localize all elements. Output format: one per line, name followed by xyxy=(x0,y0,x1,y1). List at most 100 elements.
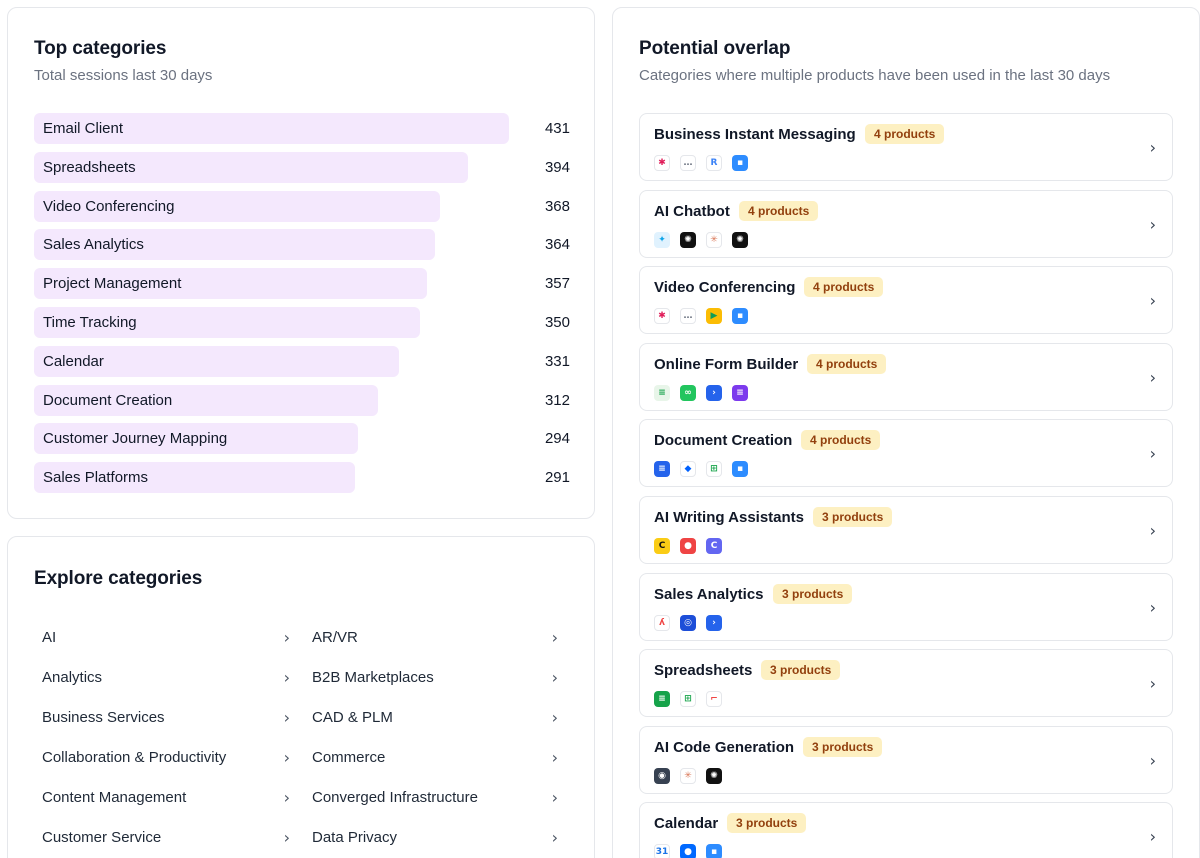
chevron-right-icon: › xyxy=(1149,138,1156,157)
chevron-right-icon: › xyxy=(551,707,558,727)
explore-category-item[interactable]: Data Privacy › xyxy=(312,825,558,849)
overlap-row[interactable]: Video Conferencing 4 products ✱ … ▶ ▪ › xyxy=(639,266,1173,335)
product-icons: 31 ● ▪ xyxy=(654,844,722,858)
overlap-category-name: Calendar xyxy=(654,815,719,833)
category-bar-row: Email Client 431 xyxy=(34,113,570,144)
explore-category-item[interactable]: Converged Infrastructure › xyxy=(312,785,558,809)
category-bar-row: Video Conferencing 368 xyxy=(34,190,570,222)
chevron-right-icon: › xyxy=(283,827,290,847)
category-bar-value: 368 xyxy=(544,197,570,215)
product-icons: ✱ … R ▪ xyxy=(654,155,748,171)
category-bar-value: 394 xyxy=(544,158,570,176)
chevron-right-icon: › xyxy=(1149,597,1156,617)
category-bar-row: Customer Journey Mapping 294 xyxy=(34,423,570,455)
product-icons: ◉ ✳ ✺ xyxy=(654,767,722,784)
explore-categories-title: Explore categories xyxy=(34,568,203,589)
explore-category-item[interactable]: Analytics › xyxy=(42,665,290,689)
overlap-row[interactable]: Sales Analytics 3 products ʎ ◎ › › xyxy=(639,572,1173,641)
google-sheets-icon: ≡ xyxy=(654,691,670,708)
openai-icon: ✺ xyxy=(680,231,696,248)
explore-category-label: Business Services xyxy=(42,708,165,726)
explore-category-item[interactable]: Content Management › xyxy=(42,785,290,809)
overlap-row[interactable]: Calendar 3 products 31 ● ▪ › xyxy=(639,802,1173,858)
product-count-badge: 4 products xyxy=(739,200,819,221)
overlap-row[interactable]: AI Code Generation 3 products ◉ ✳ ✺ › xyxy=(639,725,1173,794)
chevron-right-icon: › xyxy=(1149,674,1156,694)
overlap-row[interactable]: Business Instant Messaging 4 products ✱ … R ▪… xyxy=(639,113,1173,181)
product-count-badge: 4 products xyxy=(807,353,887,374)
product-icons: ≡ ⊞ ⌐ xyxy=(654,691,722,708)
explore-category-label: Data Privacy xyxy=(312,828,398,846)
overlap-row[interactable]: Document Creation 4 products ≡ ◆ ⊞ ▪ › xyxy=(639,419,1173,488)
product-icons: C ● C xyxy=(654,538,722,554)
chevron-right-icon: › xyxy=(1149,367,1156,387)
explore-category-label: Analytics xyxy=(42,668,103,686)
product-count-badge: 4 products xyxy=(804,277,884,298)
overlap-row[interactable]: Spreadsheets 3 products ≡ ⊞ ⌐ › xyxy=(639,649,1173,718)
product-icons: ʎ ◎ › xyxy=(654,614,722,631)
chevron-right-icon: › xyxy=(283,667,290,687)
category-bar-row: Calendar 331 xyxy=(34,345,570,377)
overlap-category-name: Spreadsheets xyxy=(654,662,753,680)
smartsheet-icon: ⌐ xyxy=(706,691,722,708)
product-count-badge: 3 products xyxy=(813,507,893,527)
category-bar-row: Document Creation 312 xyxy=(34,384,570,416)
category-bar xyxy=(34,384,378,416)
explore-category-item[interactable]: AI › xyxy=(42,625,290,649)
overlap-category-name: Video Conferencing xyxy=(654,279,796,297)
category-bar-label: Email Client xyxy=(43,120,124,137)
claude-icon: ✳ xyxy=(680,767,696,784)
zoom-icon: ▪ xyxy=(732,155,748,171)
category-bar xyxy=(34,345,399,377)
category-bar-row: Project Management 357 xyxy=(34,268,570,300)
product-icons: ✱ … ▶ ▪ xyxy=(654,308,748,325)
explore-category-label: Collaboration & Productivity xyxy=(42,748,227,766)
calendly-icon: ● xyxy=(680,844,696,858)
category-bar-label: Sales Analytics xyxy=(43,236,144,254)
zoom-icon: ▪ xyxy=(732,461,748,478)
explore-category-label: CAD & PLM xyxy=(312,708,393,726)
category-bar-label: Sales Platforms xyxy=(43,469,149,487)
chevron-right-icon: › xyxy=(1149,521,1156,540)
product-icons: ≡ ∞ › ≡ xyxy=(654,384,748,401)
explore-category-item[interactable]: Business Services › xyxy=(42,705,290,729)
category-bar-label: Project Management xyxy=(43,275,182,293)
explore-category-item[interactable]: AR/VR › xyxy=(312,625,558,649)
perplexity-icon: ✦ xyxy=(654,231,670,248)
overlap-category-name: AI Chatbot xyxy=(654,202,730,220)
product-count-badge: 4 products xyxy=(865,124,945,144)
chatgpt-icon: ✺ xyxy=(732,231,748,248)
explore-category-item[interactable]: Collaboration & Productivity › xyxy=(42,745,290,769)
chat-bubble-icon: … xyxy=(680,155,696,171)
overlap-row[interactable]: Online Form Builder 4 products ≡ ∞ › ≡ › xyxy=(639,342,1173,411)
chevron-right-icon: › xyxy=(551,627,558,647)
explore-category-item[interactable]: Customer Service › xyxy=(42,825,290,849)
zoom-icon: ▪ xyxy=(706,844,722,858)
explore-category-item[interactable]: CAD & PLM › xyxy=(312,705,558,729)
overlap-category-name: Business Instant Messaging xyxy=(654,126,856,143)
chevron-right-icon: › xyxy=(283,747,290,767)
writing-assistant-icon: C xyxy=(654,538,670,554)
overlap-row[interactable]: AI Writing Assistants 3 products C ● C › xyxy=(639,496,1173,564)
explore-category-item[interactable]: Commerce › xyxy=(312,745,558,769)
chevron-right-icon: › xyxy=(1149,291,1156,311)
openai-icon: ✺ xyxy=(706,767,722,784)
category-bar-value: 331 xyxy=(544,352,570,370)
category-bar-label: Customer Journey Mapping xyxy=(43,430,228,448)
category-bar-value: 350 xyxy=(544,314,570,331)
explore-category-item[interactable]: B2B Marketplaces › xyxy=(312,665,558,689)
category-bar-value: 312 xyxy=(544,391,570,409)
gong-icon: ʎ xyxy=(654,614,670,631)
chevron-right-icon: › xyxy=(1149,750,1156,770)
category-bar xyxy=(34,151,468,183)
potential-overlap-card: Potential overlap Categories where multi… xyxy=(612,7,1200,858)
product-count-badge: 3 products xyxy=(773,583,853,604)
overlap-row[interactable]: AI Chatbot 4 products ✦ ✺ ✳ ✺ › xyxy=(639,189,1173,258)
top-categories-title: Top categories xyxy=(34,38,167,59)
category-bar xyxy=(34,423,358,455)
rocketchat-icon: R xyxy=(706,155,722,171)
chevron-right-icon: › xyxy=(1149,444,1156,464)
clari-icon: ◎ xyxy=(680,614,696,631)
explore-category-label: Content Management xyxy=(42,788,187,806)
zoom-icon: ▪ xyxy=(732,308,748,325)
